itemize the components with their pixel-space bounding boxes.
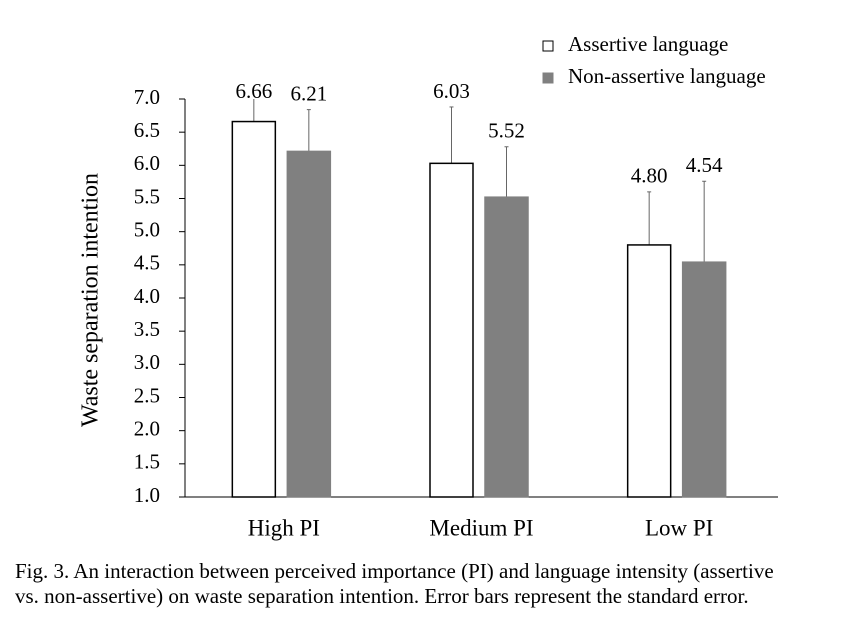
y-tick-label: 4.5 <box>134 251 160 275</box>
bar <box>231 120 277 498</box>
y-tick-label: 6.0 <box>134 151 160 175</box>
value-label: 6.03 <box>433 79 470 103</box>
y-tick-label: 2.5 <box>134 383 160 407</box>
legend-label: Non-assertive language <box>568 64 766 88</box>
value-label: 4.80 <box>631 164 668 188</box>
x-tick-label: Low PI <box>645 515 713 540</box>
legend-label: Assertive language <box>568 32 728 56</box>
y-tick-label: 4.0 <box>134 284 160 308</box>
bar <box>626 244 672 498</box>
y-tick-label: 6.5 <box>134 118 160 142</box>
y-tick-label: 3.5 <box>134 317 160 341</box>
legend-swatch <box>542 72 554 84</box>
y-tick-label: 1.0 <box>134 483 160 507</box>
x-tick-label: High PI <box>248 515 320 540</box>
y-tick-label: 2.0 <box>134 416 160 440</box>
legend-swatch <box>542 40 554 52</box>
value-label: 6.66 <box>235 79 272 103</box>
y-tick-label: 7.0 <box>134 85 160 109</box>
value-label: 6.21 <box>290 81 327 105</box>
bar <box>484 196 529 498</box>
y-tick-label: 5.0 <box>134 217 160 241</box>
y-tick-label: 5.5 <box>134 184 160 208</box>
y-axis-label: Waste separation intention <box>78 173 104 427</box>
y-tick-label: 1.5 <box>134 450 160 474</box>
x-tick-label: Medium PI <box>429 515 533 540</box>
bar <box>681 261 727 498</box>
y-tick-label: 3.0 <box>134 350 160 374</box>
bar <box>429 162 474 498</box>
caption-line: vs. non-assertive) on waste separation i… <box>15 584 749 608</box>
bar <box>286 150 332 498</box>
value-label: 4.54 <box>686 153 723 177</box>
caption-line: Fig. 3. An interaction between perceived… <box>15 559 774 583</box>
value-label: 5.52 <box>488 119 525 143</box>
